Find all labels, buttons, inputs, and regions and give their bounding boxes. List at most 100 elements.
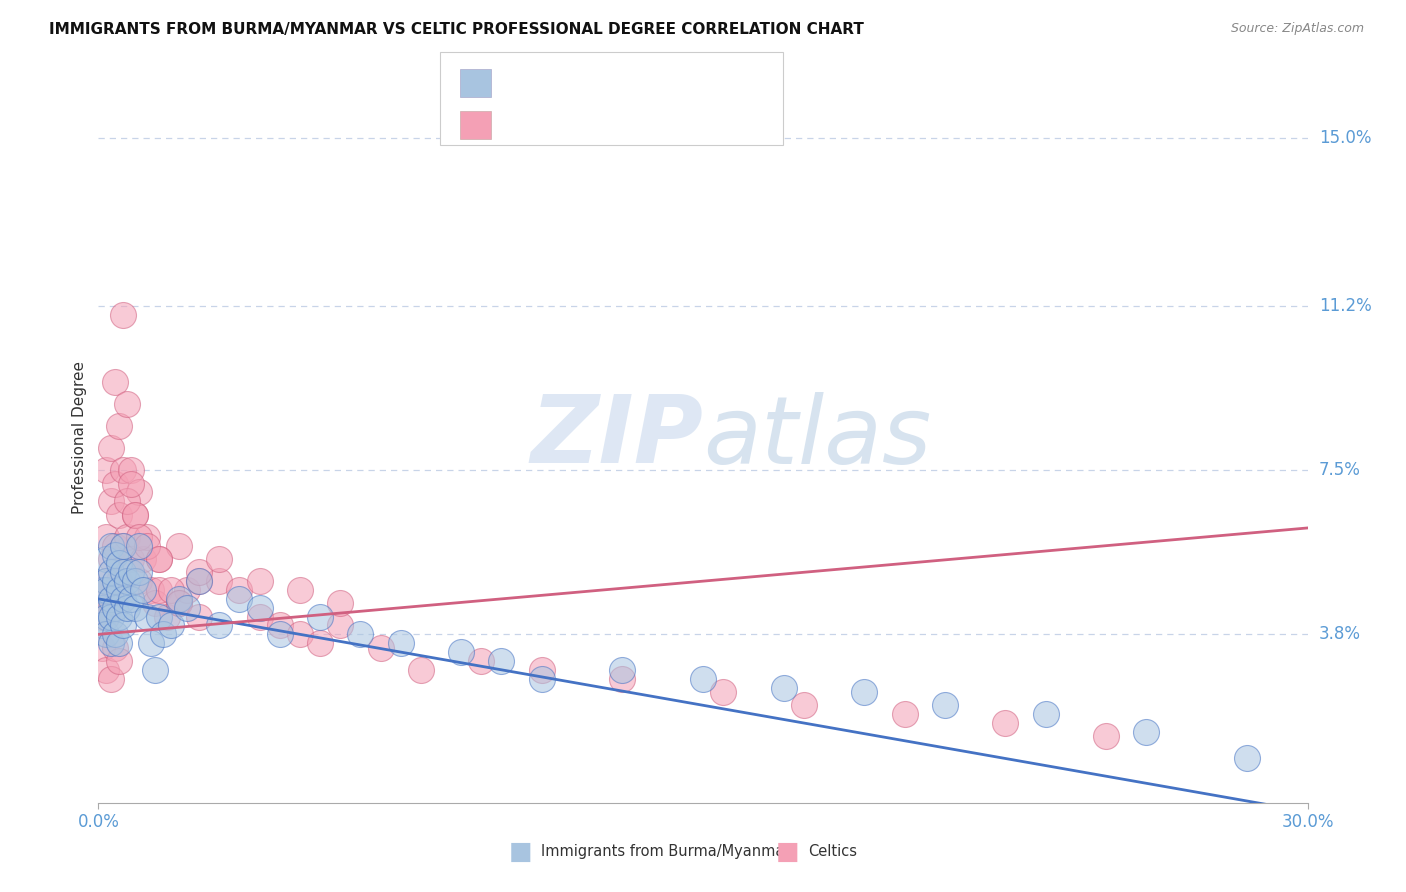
Text: Celtics: Celtics xyxy=(808,845,858,859)
Point xyxy=(91,582,114,597)
Point xyxy=(128,539,150,553)
Point xyxy=(91,582,114,597)
Point xyxy=(107,419,129,434)
Point xyxy=(128,566,150,580)
Point xyxy=(156,609,179,624)
Point xyxy=(107,557,129,571)
Point xyxy=(96,663,118,677)
Point xyxy=(249,600,271,615)
Point xyxy=(167,596,190,610)
Point xyxy=(349,627,371,641)
Point xyxy=(91,618,114,632)
Point xyxy=(772,681,794,695)
Point xyxy=(120,463,142,477)
Point xyxy=(124,574,146,589)
Point xyxy=(612,672,634,686)
Point xyxy=(139,636,162,650)
Point xyxy=(176,582,198,597)
Point xyxy=(132,582,155,597)
Point xyxy=(249,574,271,589)
Point xyxy=(115,397,138,411)
Point xyxy=(96,574,118,589)
Point xyxy=(111,463,134,477)
Text: IMMIGRANTS FROM BURMA/MYANMAR VS CELTIC PROFESSIONAL DEGREE CORRELATION CHART: IMMIGRANTS FROM BURMA/MYANMAR VS CELTIC … xyxy=(49,22,865,37)
Point xyxy=(853,685,876,699)
Point xyxy=(135,539,157,553)
Text: ■: ■ xyxy=(509,840,531,863)
Point xyxy=(160,618,183,632)
Point xyxy=(120,476,142,491)
Point xyxy=(148,552,170,566)
Point xyxy=(208,574,231,589)
Point xyxy=(96,574,118,589)
Text: 7.5%: 7.5% xyxy=(1319,461,1361,479)
Point xyxy=(143,663,166,677)
Point xyxy=(1095,729,1118,743)
Point xyxy=(120,591,142,606)
Point xyxy=(96,463,118,477)
Point xyxy=(103,600,125,615)
Point xyxy=(188,574,211,589)
Point xyxy=(176,600,198,615)
Point xyxy=(188,574,211,589)
Point xyxy=(1035,707,1057,722)
Point xyxy=(107,654,129,668)
Point xyxy=(96,609,118,624)
Point xyxy=(793,698,815,713)
Point xyxy=(103,476,125,491)
Point xyxy=(111,539,134,553)
Text: R = -0.439   N = 61: R = -0.439 N = 61 xyxy=(502,76,668,90)
Point xyxy=(135,609,157,624)
Point xyxy=(249,609,271,624)
Point xyxy=(994,716,1017,731)
Text: Immigrants from Burma/Myanmar: Immigrants from Burma/Myanmar xyxy=(541,845,790,859)
Point xyxy=(711,685,734,699)
Point xyxy=(329,596,352,610)
Point xyxy=(269,618,291,632)
Point xyxy=(115,574,138,589)
Point xyxy=(167,596,190,610)
Point xyxy=(167,539,190,553)
Point xyxy=(143,596,166,610)
Point xyxy=(128,574,150,589)
Point xyxy=(1135,724,1157,739)
Point xyxy=(96,627,118,641)
Text: ZIP: ZIP xyxy=(530,391,703,483)
Text: ■: ■ xyxy=(776,840,799,863)
Point xyxy=(470,654,492,668)
Point xyxy=(269,627,291,641)
Point xyxy=(107,636,129,650)
Point xyxy=(100,636,122,650)
Point xyxy=(107,508,129,522)
Text: 11.2%: 11.2% xyxy=(1319,297,1371,315)
Point xyxy=(107,582,129,597)
Point xyxy=(692,672,714,686)
Point xyxy=(188,609,211,624)
Point xyxy=(100,672,122,686)
Point xyxy=(96,609,118,624)
Point xyxy=(132,552,155,566)
Point xyxy=(96,582,118,597)
Point xyxy=(934,698,956,713)
Text: Source: ZipAtlas.com: Source: ZipAtlas.com xyxy=(1230,22,1364,36)
Point xyxy=(370,640,392,655)
Point xyxy=(91,600,114,615)
Point xyxy=(389,636,412,650)
Point xyxy=(450,645,472,659)
Point xyxy=(491,654,513,668)
Point xyxy=(100,566,122,580)
Text: 3.8%: 3.8% xyxy=(1319,625,1361,643)
Point xyxy=(100,591,122,606)
Point xyxy=(124,508,146,522)
Point xyxy=(120,552,142,566)
Point xyxy=(288,627,311,641)
Point xyxy=(148,609,170,624)
Point xyxy=(208,618,231,632)
Text: 15.0%: 15.0% xyxy=(1319,128,1371,147)
Point xyxy=(103,574,125,589)
Point xyxy=(167,591,190,606)
Point xyxy=(530,663,553,677)
Point xyxy=(124,600,146,615)
Point xyxy=(91,609,114,624)
Point xyxy=(612,663,634,677)
